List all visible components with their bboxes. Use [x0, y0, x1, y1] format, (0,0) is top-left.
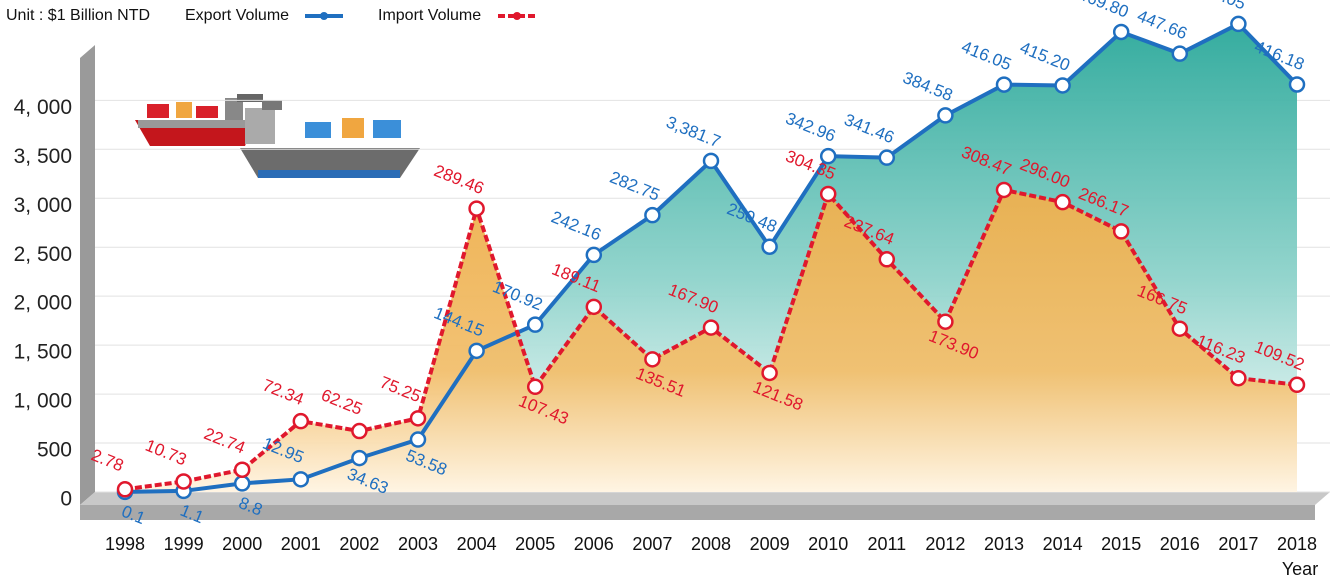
data-label: 447.66 — [1135, 6, 1190, 43]
marker — [1230, 369, 1247, 387]
legend-label: Export Volume — [185, 7, 289, 24]
marker — [1288, 376, 1306, 394]
data-label: 3,381.7 — [664, 112, 724, 151]
marker — [585, 298, 603, 316]
marker — [1288, 76, 1306, 93]
y-tick-label: 3, 000 — [14, 194, 72, 217]
x-tick-label: 2017 — [1218, 534, 1258, 554]
marker — [878, 251, 896, 268]
y-tick-label: 500 — [37, 439, 72, 462]
data-label: 342.96 — [783, 109, 838, 146]
x-tick-label: 2011 — [867, 534, 906, 554]
x-tick-label: 2000 — [222, 534, 262, 554]
x-tick-label: 2015 — [1101, 534, 1141, 554]
x-tick-label: 1998 — [105, 534, 145, 554]
marker — [468, 342, 485, 360]
marker — [526, 316, 544, 333]
marker — [819, 147, 837, 165]
x-tick-label: 2014 — [1043, 534, 1083, 554]
x-tick-label: 2010 — [808, 534, 848, 554]
data-label: 72.34 — [260, 375, 307, 409]
x-tick-label: 2013 — [984, 534, 1024, 554]
data-label: 75.25 — [377, 373, 424, 407]
data-label: 384.58 — [900, 68, 955, 105]
marker — [468, 200, 485, 217]
x-tick-label: 2007 — [632, 534, 672, 554]
marker — [702, 319, 720, 336]
axis-wall — [80, 45, 95, 505]
legend-marker — [513, 12, 521, 20]
floor-edge — [80, 505, 1315, 520]
marker — [702, 152, 720, 170]
marker — [175, 473, 192, 490]
legend-label: Import Volume — [378, 7, 481, 24]
x-tick-label: 2003 — [398, 534, 438, 554]
marker — [409, 431, 427, 448]
marker — [995, 76, 1013, 93]
x-tick-label: 2001 — [281, 534, 321, 554]
marker — [116, 481, 134, 498]
x-tick-label: 2018 — [1277, 534, 1317, 554]
data-label: 242.16 — [549, 207, 604, 244]
x-tick-label: 2016 — [1160, 534, 1200, 554]
marker — [1054, 77, 1071, 94]
data-label: 416.05 — [959, 37, 1014, 74]
marker — [526, 378, 544, 396]
x-tick-label: 2002 — [339, 534, 379, 554]
floor — [80, 492, 1330, 505]
data-label: 478.05 — [1193, 0, 1248, 14]
marker — [1112, 23, 1130, 41]
y-tick-label: 1, 500 — [14, 341, 72, 364]
data-label: 62.25 — [318, 385, 365, 419]
data-label: 10.73 — [143, 436, 190, 470]
x-axis-label: Year — [1282, 559, 1318, 579]
y-tick-label: 2, 500 — [14, 243, 72, 266]
marker — [1054, 193, 1071, 211]
marker — [819, 185, 837, 203]
marker — [1171, 45, 1189, 62]
x-tick-label: 2005 — [515, 534, 555, 554]
marker — [995, 181, 1013, 199]
ship-icon — [135, 94, 420, 178]
data-label: 22.74 — [201, 424, 248, 458]
x-tick-label: 2006 — [574, 534, 614, 554]
data-label: 469.80 — [1076, 0, 1131, 22]
y-tick-label: 2, 000 — [14, 292, 72, 315]
marker — [351, 449, 368, 467]
x-tick-label: 2004 — [457, 534, 497, 554]
y-tick-label: 4, 000 — [14, 96, 72, 119]
marker — [1230, 15, 1247, 33]
marker — [937, 107, 954, 124]
marker — [585, 246, 603, 264]
marker — [233, 475, 251, 492]
marker — [761, 364, 778, 382]
marker — [644, 206, 661, 224]
marker — [761, 238, 778, 255]
y-tick-label: 3, 500 — [14, 145, 72, 168]
x-tick-label: 2012 — [925, 534, 965, 554]
data-label: 282.75 — [607, 168, 662, 205]
x-tick-label: 2008 — [691, 534, 731, 554]
x-tick-label: 2009 — [750, 534, 790, 554]
subtitle: Unit : $1 Billion NTD — [6, 7, 150, 24]
y-tick-label: 0 — [60, 488, 72, 511]
data-label: 289.46 — [431, 161, 486, 198]
marker — [878, 149, 896, 166]
marker — [292, 412, 310, 430]
data-label: 341.46 — [842, 110, 897, 147]
x-tick-label: 1999 — [164, 534, 204, 554]
area — [125, 189, 1297, 492]
marker — [1171, 320, 1189, 337]
marker — [409, 410, 427, 427]
marker — [292, 471, 310, 488]
legend-marker — [320, 12, 328, 20]
marker — [351, 422, 368, 440]
y-tick-label: 1, 000 — [14, 390, 72, 413]
marker — [1112, 223, 1130, 240]
marker — [233, 461, 251, 478]
marker — [937, 313, 954, 330]
marker — [644, 351, 661, 368]
data-label: 415.20 — [1017, 38, 1072, 75]
